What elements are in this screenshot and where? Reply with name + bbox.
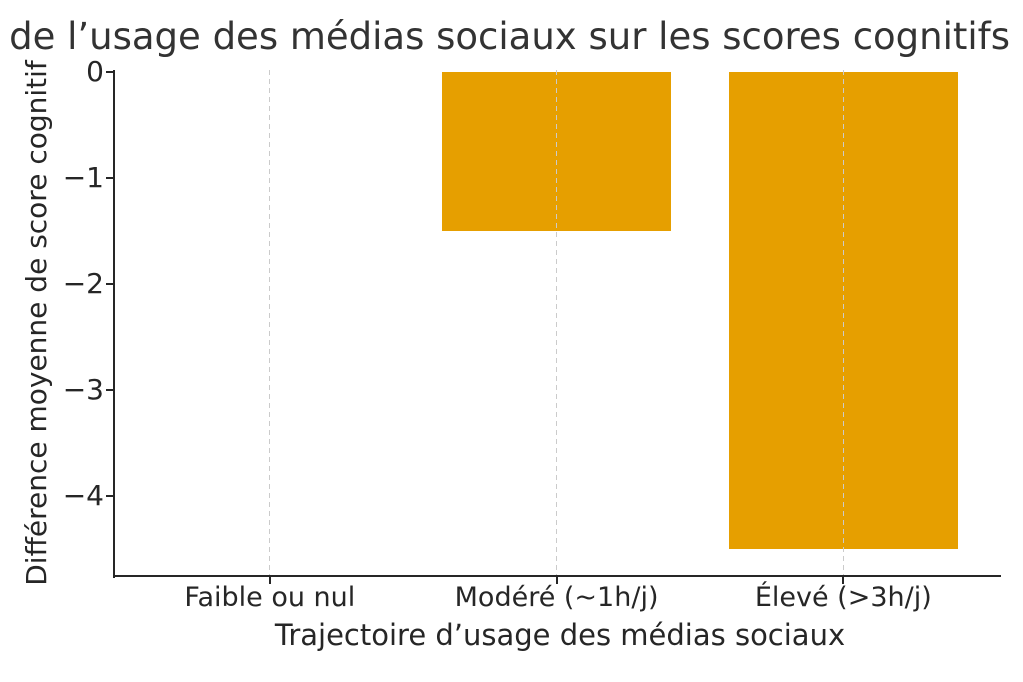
y-tick	[106, 71, 113, 73]
y-tick-label: −4	[62, 479, 104, 513]
y-tick-label: 0	[86, 55, 104, 88]
y-tick	[106, 495, 113, 498]
y-tick	[106, 283, 113, 286]
x-tick	[268, 577, 271, 584]
x-tick	[842, 577, 845, 584]
grid-line	[842, 70, 844, 576]
x-tick-label: Élevé (>3h/j)	[754, 582, 932, 613]
chart-title: de l’usage des médias sociaux sur les sc…	[9, 15, 1010, 58]
x-tick-label: Modéré (~1h/j)	[454, 582, 659, 613]
x-axis-label: Trajectoire d’usage des médias sociaux	[274, 618, 846, 652]
y-axis-spine	[113, 70, 115, 578]
y-tick-label: −1	[62, 161, 104, 195]
grid-line	[269, 70, 271, 576]
y-tick	[106, 177, 113, 180]
y-tick-label: −3	[62, 373, 104, 407]
grid-line	[556, 70, 558, 576]
y-tick-label: −2	[62, 267, 104, 301]
y-tick	[106, 389, 113, 392]
x-tick-label: Faible ou nul	[184, 582, 356, 613]
x-axis-spine	[113, 575, 1001, 577]
x-tick	[555, 577, 558, 584]
